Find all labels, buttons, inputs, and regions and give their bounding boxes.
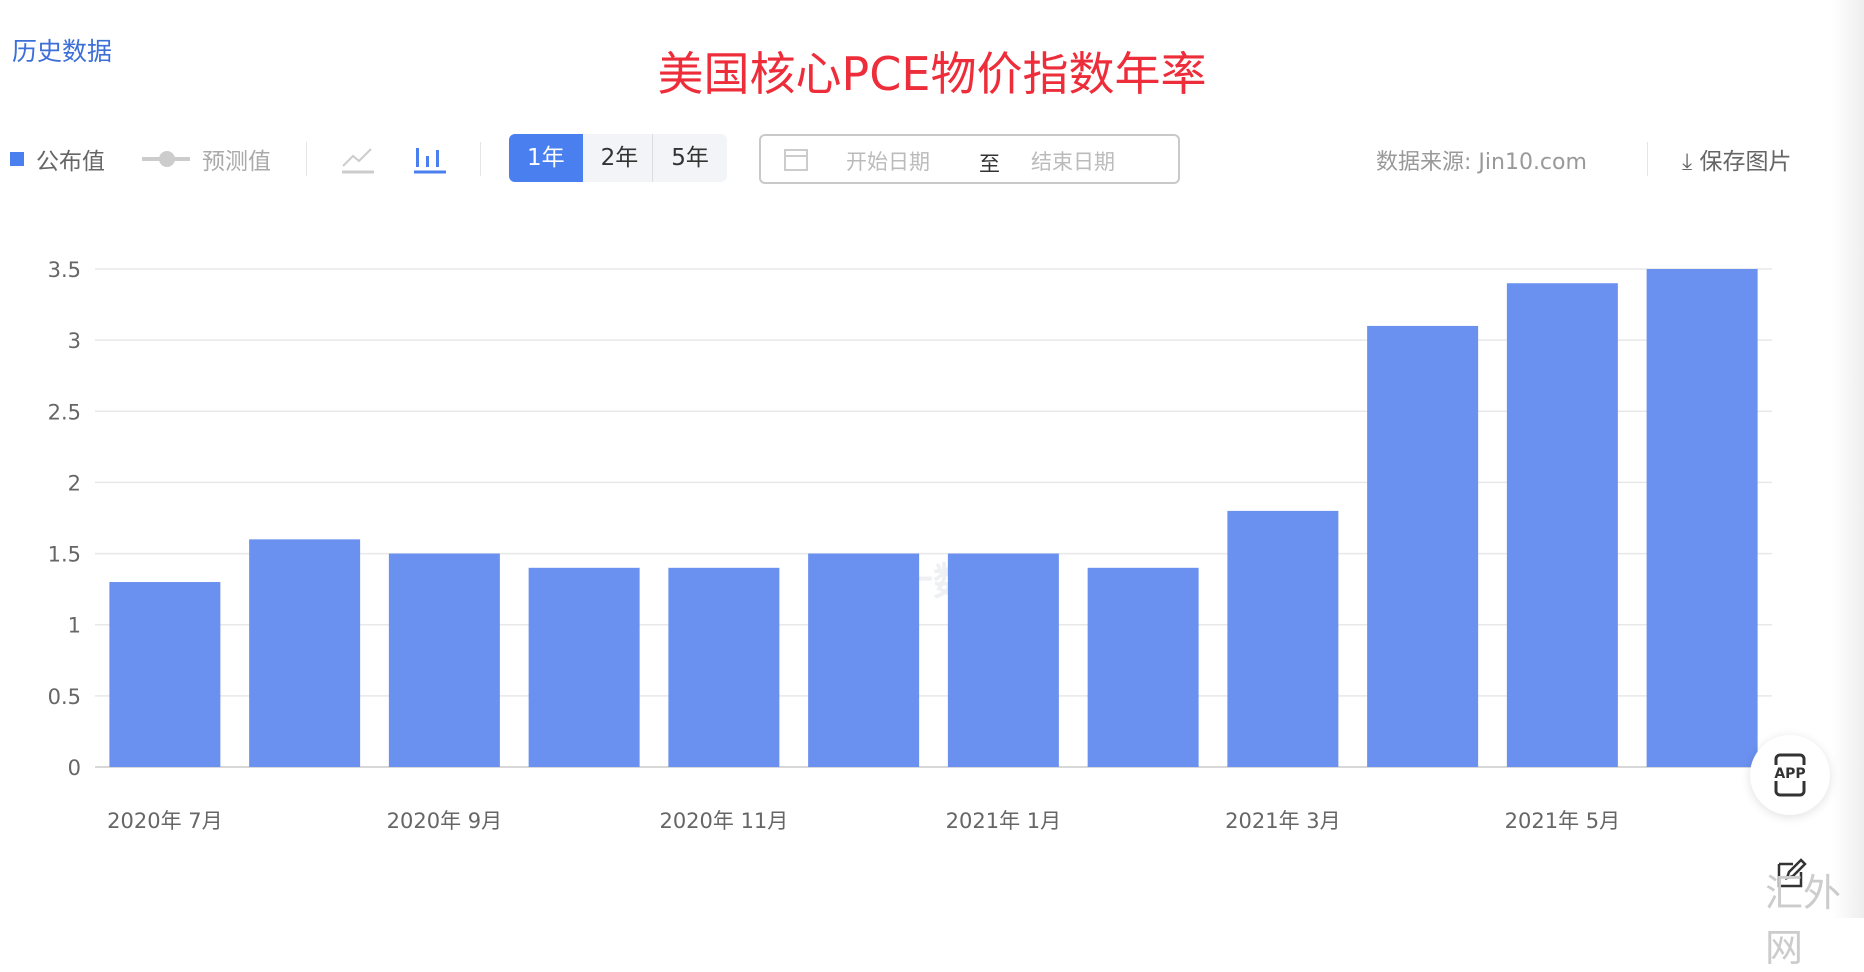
scrollbar[interactable] bbox=[1832, 0, 1864, 918]
app-label: APP bbox=[1774, 766, 1805, 782]
y-tick-label: 0 bbox=[68, 756, 81, 780]
y-tick-label: 3 bbox=[68, 329, 81, 353]
x-tick-label: 2020年 9月 bbox=[387, 809, 502, 833]
save-image-label: 保存图片 bbox=[1699, 149, 1792, 175]
to-label: 至 bbox=[979, 152, 1000, 176]
start-date-input[interactable]: 开始日期 bbox=[846, 150, 930, 174]
x-tick-label: 2021年 5月 bbox=[1505, 809, 1620, 833]
watermark-corner: 汇外网 bbox=[1765, 871, 1842, 970]
y-tick-label: 2 bbox=[68, 471, 81, 495]
phone-icon: APP bbox=[1770, 753, 1810, 797]
bar-2020-10[interactable] bbox=[528, 567, 640, 767]
divider bbox=[1647, 142, 1648, 176]
x-tick-label: 2020年 7月 bbox=[107, 809, 222, 833]
bar-2020-08[interactable] bbox=[249, 539, 361, 767]
bar-2021-03[interactable] bbox=[1227, 510, 1339, 767]
legend-actual-label: 公布值 bbox=[36, 149, 105, 175]
y-tick-label: 2.5 bbox=[48, 400, 81, 424]
y-tick-label: 1.5 bbox=[48, 543, 81, 567]
range-5y[interactable]: 5年 bbox=[671, 145, 709, 171]
save-image-button[interactable]: ⤓ 保存图片 bbox=[1682, 142, 1791, 176]
edit-icon[interactable] bbox=[1775, 858, 1807, 890]
calendar-icon bbox=[784, 149, 808, 171]
date-range-picker[interactable]: 开始日期 至 结束日期 bbox=[759, 134, 1180, 184]
x-tick-label: 2021年 3月 bbox=[1225, 809, 1340, 833]
bar-2021-04[interactable] bbox=[1367, 325, 1479, 767]
divider bbox=[306, 142, 307, 176]
bar-2020-12[interactable] bbox=[808, 553, 920, 767]
x-tick-label: 2021年 1月 bbox=[946, 809, 1061, 833]
line-chart-icon[interactable] bbox=[340, 144, 376, 174]
chart-title: 美国核心PCE物价指数年率 bbox=[657, 47, 1207, 101]
square-icon bbox=[10, 152, 24, 166]
y-tick-label: 3.5 bbox=[48, 258, 81, 282]
end-date-input[interactable]: 结束日期 bbox=[1031, 150, 1115, 174]
legend-actual[interactable]: 公布值 bbox=[10, 142, 105, 176]
data-source: 数据来源: Jin10.com bbox=[1376, 150, 1587, 175]
download-icon: ⤓ bbox=[1682, 149, 1693, 175]
y-tick-label: 0.5 bbox=[48, 685, 81, 709]
bar-2021-05[interactable] bbox=[1506, 283, 1618, 767]
x-tick-label: 2020年 11月 bbox=[659, 809, 788, 833]
bar-2021-02[interactable] bbox=[1087, 567, 1199, 767]
legend-forecast[interactable]: 预测值 bbox=[142, 142, 271, 176]
legend-forecast-label: 预测值 bbox=[202, 149, 271, 175]
bar-2020-07[interactable] bbox=[109, 582, 221, 767]
app-download-button[interactable]: APP bbox=[1750, 735, 1830, 815]
y-tick-label: 1 bbox=[68, 614, 81, 638]
bar-chart-icon[interactable] bbox=[412, 144, 448, 174]
divider bbox=[480, 142, 481, 176]
bar-2021-01[interactable] bbox=[947, 553, 1059, 767]
line-dot-icon bbox=[142, 151, 190, 167]
range-1y[interactable]: 1年 bbox=[509, 134, 583, 182]
range-selector: 1年 2年 5年 bbox=[509, 134, 727, 182]
bar-2020-11[interactable] bbox=[668, 567, 780, 767]
bar-2020-09[interactable] bbox=[388, 553, 500, 767]
history-data-link[interactable]: 历史数据 bbox=[12, 37, 113, 66]
range-2y[interactable]: 2年 bbox=[583, 134, 654, 182]
bar-2021-06[interactable] bbox=[1646, 269, 1758, 767]
